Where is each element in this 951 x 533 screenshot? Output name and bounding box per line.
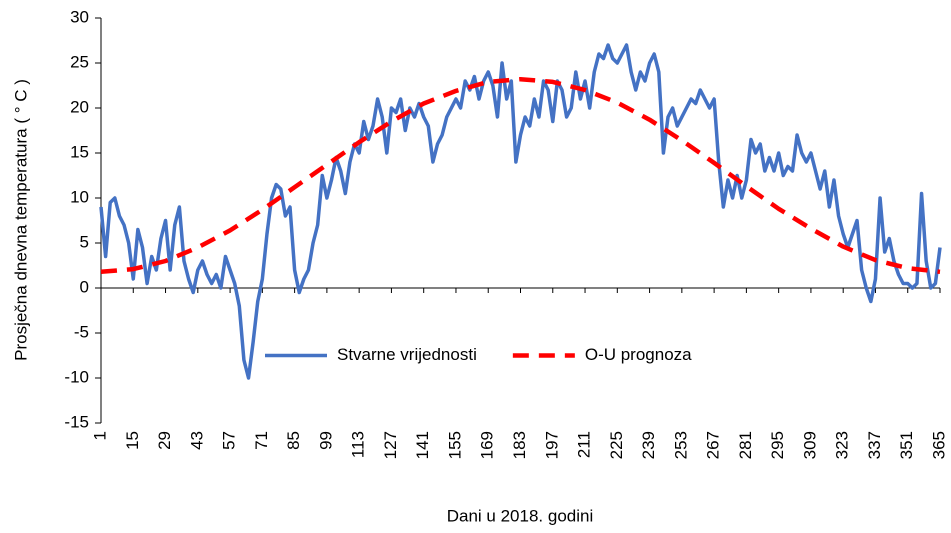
x-tick-label: 323 — [833, 431, 852, 459]
y-tick-label: 25 — [70, 52, 89, 71]
series-line — [99, 43, 942, 380]
x-tick-label: 99 — [316, 431, 335, 450]
y-tick-label: 15 — [70, 142, 89, 161]
x-tick-label: 1 — [90, 431, 109, 440]
x-tick-label: 365 — [929, 431, 948, 459]
y-tick-label: 10 — [70, 187, 89, 206]
x-tick-label: 141 — [413, 431, 432, 459]
x-tick-label: 197 — [542, 431, 561, 459]
y-tick-label: 30 — [70, 7, 89, 26]
x-tick-label: 169 — [478, 431, 497, 459]
x-axis-title: Dani u 2018. godini — [447, 506, 594, 525]
x-tick-label: 351 — [897, 431, 916, 459]
x-tick-label: 295 — [768, 431, 787, 459]
x-tick-label: 85 — [284, 431, 303, 450]
x-tick-label: 71 — [252, 431, 271, 450]
x-tick-label: 211 — [575, 431, 594, 458]
x-tick-label: 337 — [865, 431, 884, 459]
x-tick-label: 15 — [123, 431, 142, 450]
x-tick-label: 183 — [510, 431, 529, 459]
y-axis-title: Prosječna dnevna temperatura ( ° C ) — [11, 79, 30, 361]
x-tick-label: 281 — [736, 431, 755, 459]
legend-label: O-U prognoza — [585, 345, 692, 364]
y-tick-label: 5 — [80, 232, 89, 251]
y-tick-label: 0 — [80, 277, 89, 296]
x-tick-label: 267 — [704, 431, 723, 459]
x-tick-label: 253 — [671, 431, 690, 459]
x-tick-label: 43 — [187, 431, 206, 450]
x-tick-label: 127 — [381, 431, 400, 459]
x-tick-label: 29 — [155, 431, 174, 450]
x-tick-label: 155 — [445, 431, 464, 459]
series-line — [100, 76, 941, 275]
x-tick-label: 239 — [639, 431, 658, 459]
legend-label: Stvarne vrijednosti — [337, 345, 477, 364]
x-tick-label: 113 — [349, 431, 368, 458]
y-tick-label: -15 — [64, 412, 89, 431]
x-tick-label: 309 — [800, 431, 819, 459]
y-tick-label: 20 — [70, 97, 89, 116]
x-tick-label: 225 — [607, 431, 626, 459]
y-tick-label: -5 — [74, 322, 89, 341]
y-tick-label: -10 — [64, 367, 89, 386]
x-tick-label: 57 — [220, 431, 239, 450]
